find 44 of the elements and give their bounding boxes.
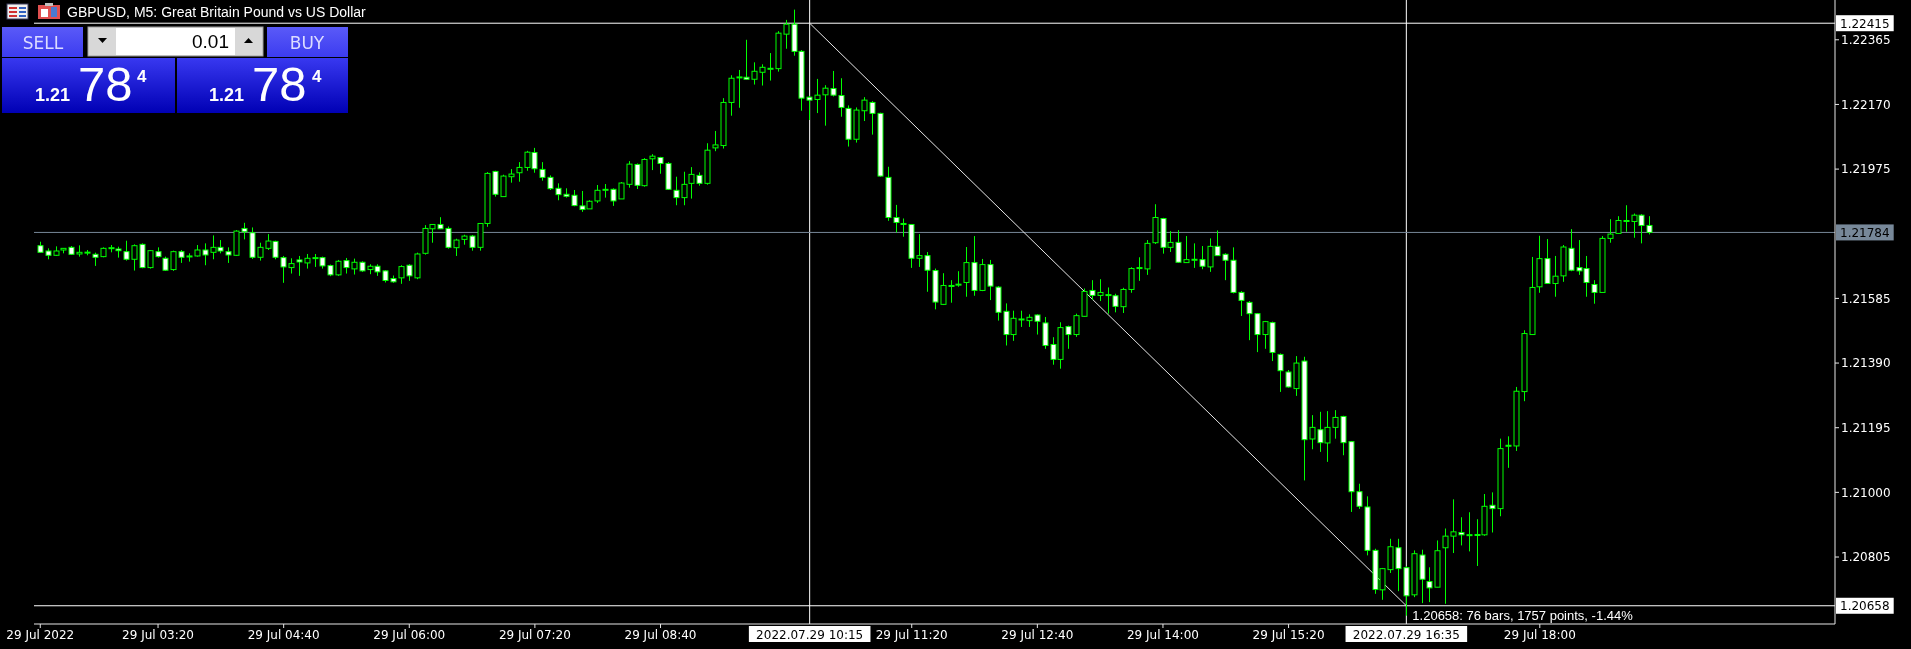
x-tick-label: 29 Jul 15:20 <box>1252 627 1325 642</box>
annotation: 78 <box>252 57 307 111</box>
price-tag: 1.22415 <box>1836 15 1894 32</box>
x-tick-label: 29 Jul 06:00 <box>373 627 446 642</box>
x-tick-label: 29 Jul 07:20 <box>498 627 571 642</box>
annotation: 4 <box>312 67 322 86</box>
y-tick-label: 1.22365 <box>1841 33 1891 48</box>
ref-line-label: 1.22415 <box>1840 16 1890 31</box>
x-tick-label: 29 Jul 11:20 <box>875 627 948 642</box>
y-tick-label: 1.20805 <box>1841 550 1891 565</box>
annotation: 1.21 <box>209 85 245 105</box>
annotation: 0.01 <box>192 31 229 52</box>
annotation: 1.21 <box>35 85 71 105</box>
price-tag: 1.20658 <box>1836 597 1894 614</box>
ref-line-label: 2022.07.29 16:35 <box>1352 627 1460 642</box>
annotation: 4 <box>137 67 147 86</box>
x-tick-label: 29 Jul 08:40 <box>624 627 697 642</box>
annotation: SELL <box>22 33 64 53</box>
volume-field: 0.01 <box>87 26 264 57</box>
annotation: 78 <box>78 57 133 111</box>
price-tag: 1.21784 <box>1836 224 1894 241</box>
x-tick-label: 29 Jul 14:00 <box>1126 627 1199 642</box>
x-tick-label: 29 Jul 03:20 <box>122 627 195 642</box>
time-tag: 2022.07.29 16:35 <box>1345 626 1468 642</box>
sell-button: SELL <box>2 27 83 57</box>
y-tick-label: 1.21585 <box>1841 291 1891 306</box>
x-tick-label: 29 Jul 18:00 <box>1503 627 1576 642</box>
x-tick-label: 29 Jul 04:40 <box>247 627 320 642</box>
time-tag: 2022.07.29 10:15 <box>748 626 871 642</box>
ref-line-label: 1.20658 <box>1840 599 1890 614</box>
y-tick-label: 1.21390 <box>1841 356 1891 371</box>
annotation: 1.20658: 76 bars, 1757 points, -1.44% <box>1412 607 1634 623</box>
y-tick-label: 1.21975 <box>1841 162 1891 177</box>
ref-line-label: 1.21784 <box>1840 225 1890 240</box>
chart-title: GBPUSD, M5: Great Britain Pound vs US Dollar <box>67 4 367 20</box>
y-tick-label: 1.21195 <box>1841 420 1891 435</box>
x-tick-label: 29 Jul 2022 <box>6 627 75 642</box>
candlestick <box>1277 352 1284 393</box>
ref-line-label: 2022.07.29 10:15 <box>756 627 864 642</box>
annotation: BUY <box>289 33 325 53</box>
y-tick-label: 1.21000 <box>1841 485 1891 500</box>
buy-button: BUY <box>267 27 348 57</box>
y-tick-label: 1.22170 <box>1841 97 1891 112</box>
x-tick-label: 29 Jul 12:40 <box>1001 627 1074 642</box>
